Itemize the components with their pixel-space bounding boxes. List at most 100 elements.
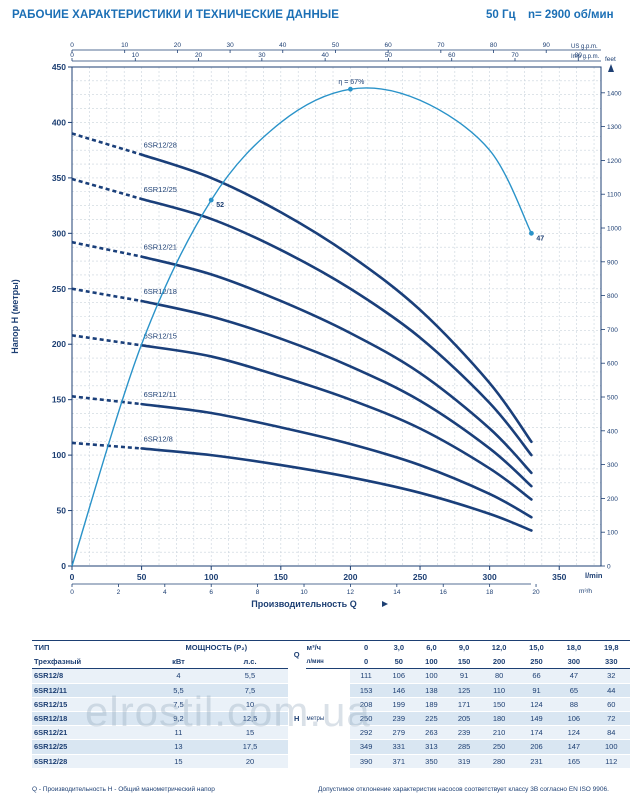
- head-value: 47: [555, 668, 593, 684]
- efficiency-marker: [348, 86, 353, 92]
- pump-curve-chart: 0501001502002503003504004500100200300400…: [10, 42, 622, 609]
- blank-cell: [305, 668, 350, 684]
- feet-tick-label: 400: [607, 428, 618, 435]
- us-gpm-tick-label: 70: [437, 42, 445, 49]
- table-row: 6SR12/8 4 5,5 111 106 100 91 80 66 47 32: [32, 668, 630, 684]
- y-tick-label: 450: [52, 62, 66, 72]
- head-value: 84: [592, 725, 630, 741]
- series-label: 6SR12/21: [144, 243, 177, 252]
- q-lmin-value: 200: [480, 654, 518, 670]
- plot-frame: [71, 66, 602, 567]
- power-hp: 10: [212, 697, 288, 712]
- x-tick-label: 50: [137, 572, 147, 582]
- series-6SR12-8: [71, 441, 533, 532]
- x-tick-label: 0: [70, 572, 75, 582]
- head-value: 171: [447, 697, 481, 712]
- head-value: 189: [415, 697, 448, 712]
- feet-tick-label: 100: [607, 530, 618, 537]
- imp-gpm-tick-label: 30: [258, 52, 266, 59]
- head-value: 174: [517, 725, 556, 741]
- q-lmin-value: 150: [447, 654, 481, 670]
- y-tick-label: 200: [52, 339, 66, 349]
- feet-tick-label: 500: [607, 395, 618, 402]
- us-gpm-tick-label: 40: [279, 42, 287, 49]
- feet-tick-label: 1300: [607, 124, 622, 131]
- y-tick-label: 400: [52, 117, 66, 127]
- head-value: 279: [382, 725, 416, 741]
- head-value: 199: [382, 697, 416, 712]
- feet-tick-label: 600: [607, 361, 618, 368]
- page-title: РАБОЧИЕ ХАРАКТЕРИСТИКИ И ТЕХНИЧЕСКИЕ ДАН…: [12, 9, 339, 21]
- head-value: 88: [555, 697, 593, 712]
- power-hp: 12,5: [212, 711, 288, 727]
- series-label: 6SR12/8: [144, 434, 173, 443]
- q-m3h-value: 19,8: [592, 639, 630, 656]
- head-value: 349: [349, 739, 383, 755]
- model-name: 6SR12/8: [32, 668, 145, 684]
- q-m3h-value: 15,0: [517, 639, 556, 656]
- head-value: 206: [517, 739, 556, 755]
- header-power: МОЩНОСТЬ (P₂): [144, 639, 288, 656]
- power-kw: 9,2: [144, 711, 213, 727]
- footer-tolerance-note: Допустимое отклонение характеристик насо…: [318, 786, 609, 793]
- head-value: 65: [555, 683, 593, 698]
- imp-gpm-tick-label: 70: [511, 52, 519, 59]
- feet-unit-label: feet: [605, 56, 616, 63]
- curve-dashed-segment: [71, 334, 142, 347]
- head-value: 150: [480, 697, 518, 712]
- table-row: 6SR12/25 13 17,5 349 331 313 285 250 206 147 100: [32, 739, 630, 755]
- head-value: 165: [555, 754, 593, 769]
- feet-tick-label: 900: [607, 259, 618, 266]
- head-value: 110: [480, 683, 518, 698]
- speed-label: n= 2900 об/мин: [528, 9, 614, 21]
- curve-line: [140, 197, 533, 457]
- q-lmin-value: 50: [382, 654, 416, 670]
- m3h-tick-label: 8: [256, 589, 260, 596]
- feet-tick-label: 1200: [607, 158, 622, 165]
- head-value: 153: [349, 683, 383, 698]
- curve-dashed-segment: [71, 287, 142, 303]
- head-value: 292: [349, 725, 383, 741]
- head-value: 111: [349, 668, 383, 684]
- blank-cell: [287, 754, 306, 769]
- power-kw: 11: [144, 725, 213, 741]
- frequency-label: 50 Гц: [486, 9, 516, 21]
- head-value: 112: [592, 754, 630, 769]
- curve-dashed-segment: [71, 441, 142, 450]
- header-q-unit-lmin: л/мин: [305, 654, 350, 670]
- series-6SR12-21: [71, 240, 533, 475]
- head-value: 32: [592, 668, 630, 684]
- us-gpm-tick-label: 20: [174, 42, 182, 49]
- imp-gpm-tick-label: 80: [575, 52, 583, 59]
- blank-cell: [287, 739, 306, 755]
- m3h-tick-label: 14: [393, 589, 401, 596]
- y-tick-label: 0: [61, 561, 66, 571]
- feet-tick-label: 700: [607, 327, 618, 334]
- head-value: 350: [415, 754, 448, 769]
- series-6SR12-11: [71, 395, 533, 519]
- us-gpm-tick-label: 90: [543, 42, 551, 49]
- curve-dashed-segment: [71, 240, 142, 258]
- curve-line: [140, 402, 533, 519]
- head-value: 390: [349, 754, 383, 769]
- header-kw: кВт: [144, 654, 213, 670]
- m3h-tick-label: 0: [70, 589, 74, 596]
- power-kw: 13: [144, 739, 213, 755]
- power-kw: 5,5: [144, 683, 213, 698]
- head-value: 124: [555, 725, 593, 741]
- header-type: ТИП: [32, 639, 145, 656]
- model-name: 6SR12/18: [32, 711, 145, 727]
- series-6SR12-15: [71, 334, 533, 501]
- head-value: 80: [480, 668, 518, 684]
- head-value: 225: [415, 711, 448, 727]
- series-label: 6SR12/28: [144, 141, 177, 150]
- us-gpm-tick-label: 30: [226, 42, 234, 49]
- imp-gpm-tick-label: 0: [70, 52, 74, 59]
- head-value: 280: [480, 754, 518, 769]
- x-axis-title: Производительность Q: [251, 599, 356, 609]
- y-tick-label: 350: [52, 173, 66, 183]
- q-lmin-value: 300: [555, 654, 593, 670]
- table-row: 6SR12/28 15 20 390 371 350 319 280 231 165 112: [32, 754, 630, 769]
